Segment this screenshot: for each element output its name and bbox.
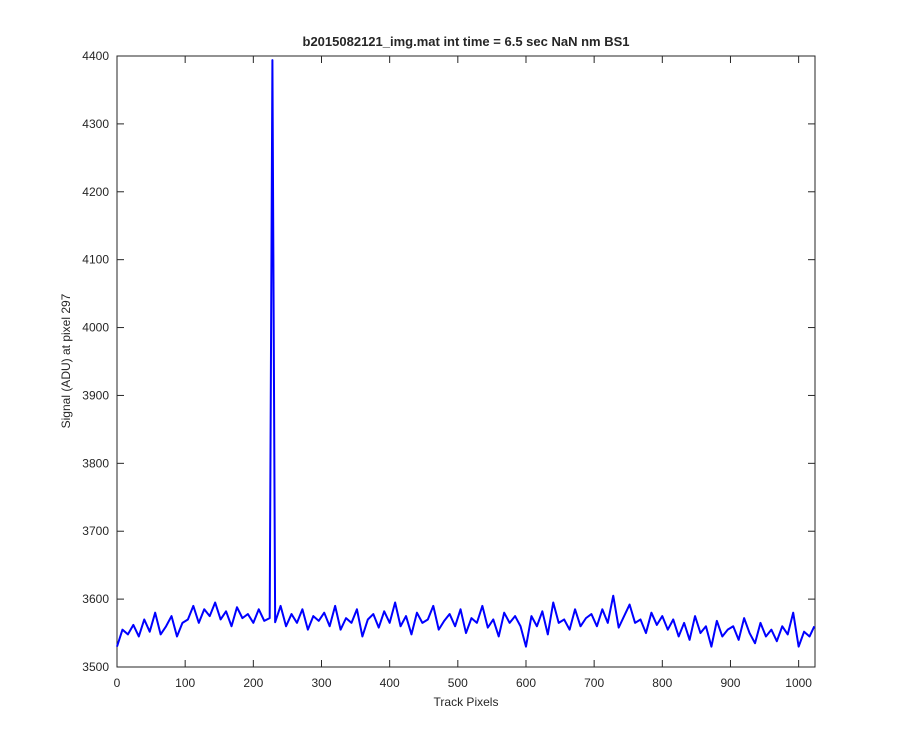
x-tick-label: 0 — [114, 676, 121, 690]
x-tick-label: 500 — [448, 676, 468, 690]
y-tick-label: 4000 — [82, 321, 109, 335]
x-tick-label: 700 — [584, 676, 604, 690]
x-tick-label: 1000 — [785, 676, 812, 690]
x-tick-label: 400 — [380, 676, 400, 690]
plot-area — [116, 55, 816, 668]
y-tick-label: 4100 — [82, 253, 109, 267]
x-axis-label: Track Pixels — [434, 695, 499, 709]
x-tick-label: 100 — [175, 676, 195, 690]
y-tick-label: 4200 — [82, 185, 109, 199]
y-tick-label: 4300 — [82, 117, 109, 131]
y-tick-label: 3600 — [82, 592, 109, 606]
x-tick-label: 600 — [516, 676, 536, 690]
y-tick-label: 3800 — [82, 456, 109, 470]
x-tick-label: 200 — [243, 676, 263, 690]
y-tick-label: 4400 — [82, 49, 109, 63]
y-tick-label: 3500 — [82, 660, 109, 674]
y-tick-label: 3700 — [82, 524, 109, 538]
x-tick-label: 800 — [652, 676, 672, 690]
x-tick-label: 900 — [720, 676, 740, 690]
y-tick-label: 3900 — [82, 388, 109, 402]
y-axis-label: Signal (ADU) at pixel 297 — [59, 293, 73, 428]
x-tick-label: 300 — [311, 676, 331, 690]
data-line — [116, 59, 816, 648]
chart-title: b2015082121_img.mat int time = 6.5 sec N… — [303, 34, 630, 49]
